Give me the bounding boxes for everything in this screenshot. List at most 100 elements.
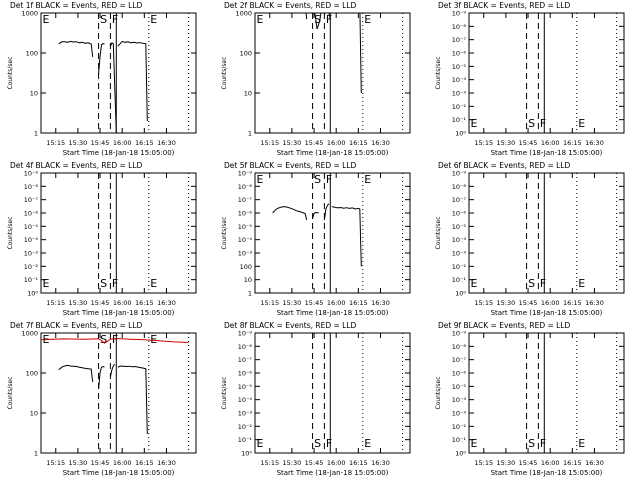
- x-tick-label: 15:15: [474, 299, 493, 307]
- series-line-lld: [41, 337, 189, 344]
- x-tick-label: 16:00: [327, 459, 346, 467]
- y-tick-label: 10⁻²: [452, 263, 467, 271]
- marker-label: F: [326, 437, 332, 450]
- marker-label: F: [112, 277, 118, 290]
- y-tick-label: 10⁻⁴: [452, 236, 467, 244]
- y-tick-label: 10⁻⁶: [452, 50, 467, 58]
- x-axis-label: Start Time (18-Jan-18 15:05:00): [277, 469, 389, 477]
- y-tick-label: 10⁻⁴: [452, 396, 467, 404]
- y-tick-label: 10⁻⁷: [452, 36, 467, 44]
- y-tick-label: 10⁻²: [24, 263, 39, 271]
- plot-frame: [254, 12, 411, 134]
- marker-label: E: [471, 117, 478, 130]
- series-events: [272, 203, 362, 267]
- y-axis-label: Counts/sec: [435, 56, 442, 89]
- x-tick-label: 16:15: [135, 299, 154, 307]
- y-tick-label: 10⁻³: [24, 250, 39, 258]
- x-tick-label: 16:15: [349, 459, 368, 467]
- x-tick-label: 16:00: [113, 459, 132, 467]
- marker-label: S: [528, 117, 535, 130]
- panel-9: Det 9f BLACK = Events, RED = LLD 10⁰ 10⁻¹ 1…: [435, 321, 625, 477]
- y-tick-label: 10⁰: [455, 450, 466, 458]
- panel-2: Det 2f BLACK = Events, RED = LLD 1 10 100 10…: [221, 1, 411, 157]
- x-axis-label: Start Time (18-Jan-18 15:05:00): [277, 309, 389, 317]
- series-line-events: [109, 363, 116, 378]
- x-axis-label: Start Time (18-Jan-18 15:05:00): [63, 149, 175, 157]
- y-tick-label: 100: [26, 370, 38, 378]
- y-tick-label: 1: [248, 290, 252, 298]
- panel-title: Det 4f BLACK = Events, RED = LLD: [10, 161, 143, 170]
- y-tick-label: 10⁻⁵: [452, 63, 467, 71]
- series-line-events: [312, 211, 319, 219]
- panel-title: Det 3f BLACK = Events, RED = LLD: [438, 1, 571, 10]
- marker-label: E: [257, 437, 264, 450]
- y-tick-label: 10⁻⁶: [452, 370, 467, 378]
- y-tick-label: 10: [244, 276, 252, 284]
- y-tick-label: 10⁻³: [452, 250, 467, 258]
- x-tick-label: 15:15: [46, 299, 65, 307]
- x-tick-label: 15:45: [91, 139, 110, 147]
- y-tick-label: 10⁻³: [452, 90, 467, 98]
- y-tick-label: 10⁻⁵: [452, 383, 467, 391]
- x-tick-label: 15:30: [283, 459, 302, 467]
- panel-7: Det 7f BLACK = Events, RED = LLD 1 10 100 10…: [7, 321, 197, 477]
- y-tick-label: 10⁻¹: [452, 436, 467, 444]
- y-tick-label: 1000: [21, 330, 38, 338]
- y-tick-label: 10⁻³: [238, 250, 253, 258]
- marker-label: E: [150, 13, 157, 26]
- x-axis-label: Start Time (18-Jan-18 15:05:00): [63, 469, 175, 477]
- y-tick-label: 10: [30, 90, 38, 98]
- x-tick-label: 16:15: [135, 459, 154, 467]
- y-tick-label: 10⁰: [455, 130, 466, 138]
- marker-label: F: [326, 173, 332, 186]
- marker-label: S: [100, 333, 107, 346]
- panel-title: Det 6f BLACK = Events, RED = LLD: [438, 161, 571, 170]
- y-tick-label: 10⁻⁸: [24, 183, 39, 191]
- x-axis-label: Start Time (18-Jan-18 15:05:00): [491, 149, 603, 157]
- y-tick-label: 10⁻⁶: [452, 210, 467, 218]
- marker-label: E: [150, 333, 157, 346]
- y-tick-label: 10⁻²: [452, 423, 467, 431]
- x-tick-label: 15:30: [497, 459, 516, 467]
- marker-label: S: [528, 277, 535, 290]
- x-tick-label: 15:45: [305, 299, 324, 307]
- x-tick-label: 16:00: [541, 459, 560, 467]
- y-tick-label: 10: [30, 410, 38, 418]
- y-tick-label: 10⁻¹: [452, 276, 467, 284]
- x-tick-label: 15:45: [91, 459, 110, 467]
- x-tick-label: 15:15: [260, 459, 279, 467]
- marker-label: F: [112, 333, 118, 346]
- y-tick-label: 10⁻⁸: [238, 343, 253, 351]
- x-tick-label: 15:45: [91, 299, 110, 307]
- plot-frame: [40, 12, 197, 134]
- y-axis-label: Counts/sec: [7, 376, 14, 409]
- marker-label: E: [578, 117, 585, 130]
- y-axis-label: Counts/sec: [435, 376, 442, 409]
- x-tick-label: 16:15: [563, 139, 582, 147]
- y-tick-label: 1: [34, 450, 38, 458]
- series-events: [58, 40, 148, 133]
- series-line-events: [58, 40, 94, 57]
- marker-label: F: [112, 13, 118, 26]
- y-tick-label: 10⁻²: [238, 423, 253, 431]
- marker-label: S: [314, 13, 321, 26]
- x-tick-label: 16:30: [585, 299, 604, 307]
- panel-4: Det 4f BLACK = Events, RED = LLD 10⁰ 10⁻¹ 1…: [7, 161, 197, 317]
- x-tick-label: 16:00: [327, 299, 346, 307]
- marker-label: S: [314, 437, 321, 450]
- x-tick-label: 15:45: [519, 139, 538, 147]
- y-tick-label: 10⁰: [27, 290, 38, 298]
- x-tick-label: 15:30: [283, 299, 302, 307]
- y-tick-label: 10⁻⁸: [452, 183, 467, 191]
- marker-label: F: [540, 117, 546, 130]
- y-tick-label: 10⁻⁴: [238, 236, 253, 244]
- series-line-events: [98, 43, 105, 74]
- y-tick-label: 10⁻³: [452, 410, 467, 418]
- x-tick-label: 16:00: [327, 139, 346, 147]
- marker-label: S: [528, 437, 535, 450]
- series-line-events: [117, 365, 148, 434]
- y-tick-label: 10⁻⁵: [238, 223, 253, 231]
- y-tick-label: 10⁻¹: [24, 276, 39, 284]
- y-tick-label: 10: [244, 90, 252, 98]
- y-tick-label: 10⁻¹: [238, 436, 253, 444]
